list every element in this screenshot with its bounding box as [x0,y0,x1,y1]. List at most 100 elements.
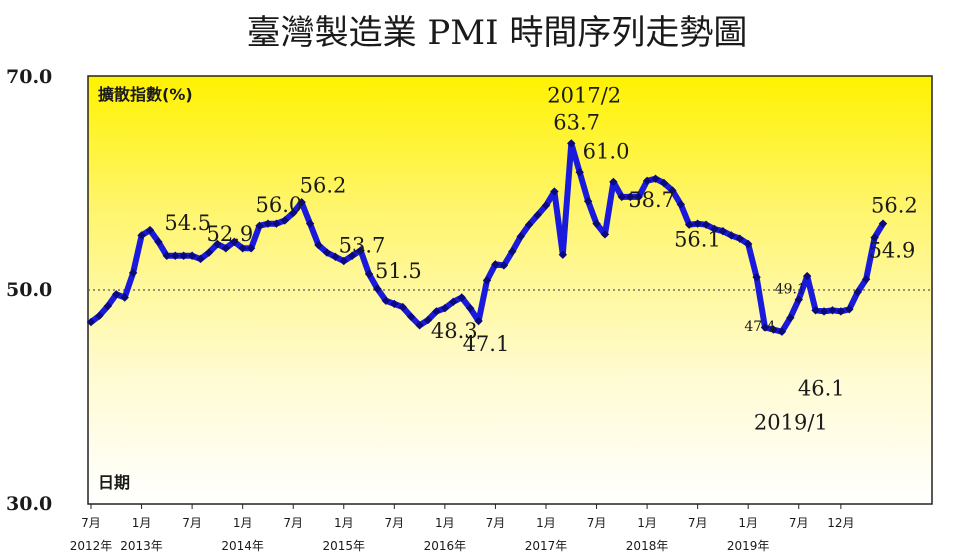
data-point [221,244,231,253]
data-point [760,323,770,332]
data-point [718,226,728,236]
data-label: 56.2 [300,173,347,197]
data-point [390,299,399,309]
data-point [171,251,180,260]
data-point [794,295,803,304]
data-point [255,221,264,230]
data-point [213,239,222,249]
data-point [95,311,104,320]
x-axis-label: 日期 [98,473,130,492]
data-point [196,254,205,264]
x-tick-month: 1月 [132,516,152,530]
data-point [406,312,416,321]
data-point [482,276,492,285]
data-point [263,219,273,228]
data-point [786,313,795,323]
data-point [112,290,121,299]
data-point [297,198,306,207]
x-tick-year: 2014年 [221,539,264,553]
data-point [600,230,610,239]
data-label: 54.9 [869,239,916,263]
x-axis-ticks: 7月 2012年 1月 2013年 7月 1月 2014年 7月 1月 2015年 7月 1月 2016… [70,504,855,553]
data-point [457,293,466,302]
data-point [246,244,256,253]
data-point [120,293,129,302]
x-tick-month: 1月 [435,516,455,530]
data-point [272,219,281,228]
data-point [558,250,568,259]
data-point [238,244,247,253]
data-point [550,187,559,196]
x-tick-month: 1月 [334,516,354,530]
data-point [710,224,719,234]
data-point [769,325,778,334]
data-point [187,251,197,260]
data-point [878,219,888,228]
x-tick-year: 2015年 [322,539,365,553]
data-point [634,192,643,202]
x-tick-month: 12月 [827,516,854,530]
data-label: 63.7 [553,110,600,134]
data-point [86,317,96,327]
data-label: 47.4 [744,319,775,335]
x-tick-month: 7月 [283,516,303,530]
data-label: 2019/1 [754,411,828,435]
data-point [617,192,627,202]
annotation-group: 54.552.956.056.253.751.548.347.12017/263… [164,83,917,434]
y-axis-label: 擴散指數(%) [98,85,193,104]
data-point [137,231,146,240]
data-point [432,307,441,316]
data-point [516,232,525,241]
data-point [583,196,593,206]
data-point [870,233,879,242]
data-point [145,225,155,235]
x-tick-month: 7月 [182,516,202,530]
data-point [642,176,652,186]
data-label: 56.1 [674,228,721,252]
data-label: 56.0 [256,193,303,217]
data-label: 48.3 [431,319,478,343]
x-tick-year: 2012年 [70,539,113,553]
data-point [449,297,458,306]
data-point [474,316,483,326]
x-tick-year: 2016年 [424,539,467,553]
data-label: 61.0 [583,139,630,163]
data-point [828,306,837,315]
data-point [356,246,365,255]
x-tick-month: 1月 [637,516,657,530]
data-point [381,296,391,305]
data-point [701,220,711,229]
data-label: 47.1 [463,332,510,356]
data-point [423,315,433,325]
x-tick-year: 2017年 [525,539,568,553]
data-point [331,252,340,262]
data-point [289,208,298,218]
data-point [398,302,407,312]
data-point [575,168,584,177]
data-point [508,247,517,256]
data-point [668,186,677,195]
data-point [727,231,736,240]
x-tick-year: 2019年 [727,539,770,553]
data-label: 53.7 [339,233,386,257]
x-tick-month: 7月 [688,516,708,530]
data-point [836,307,846,316]
data-point [179,251,188,260]
data-point [752,272,761,282]
data-point [609,177,618,187]
x-tick-month: 1月 [536,516,556,530]
data-point [676,200,685,209]
x-tick-month: 7月 [789,516,809,530]
data-label: 56.2 [871,194,918,218]
data-point [819,307,829,316]
x-tick-month: 1月 [233,516,253,530]
data-point [651,174,660,183]
data-point [567,139,576,148]
data-point [322,248,332,257]
data-point [204,248,214,257]
data-point [230,237,239,247]
data-point [533,210,542,220]
x-tick-month: 7月 [384,516,404,530]
data-label: 49.1 [775,282,806,298]
